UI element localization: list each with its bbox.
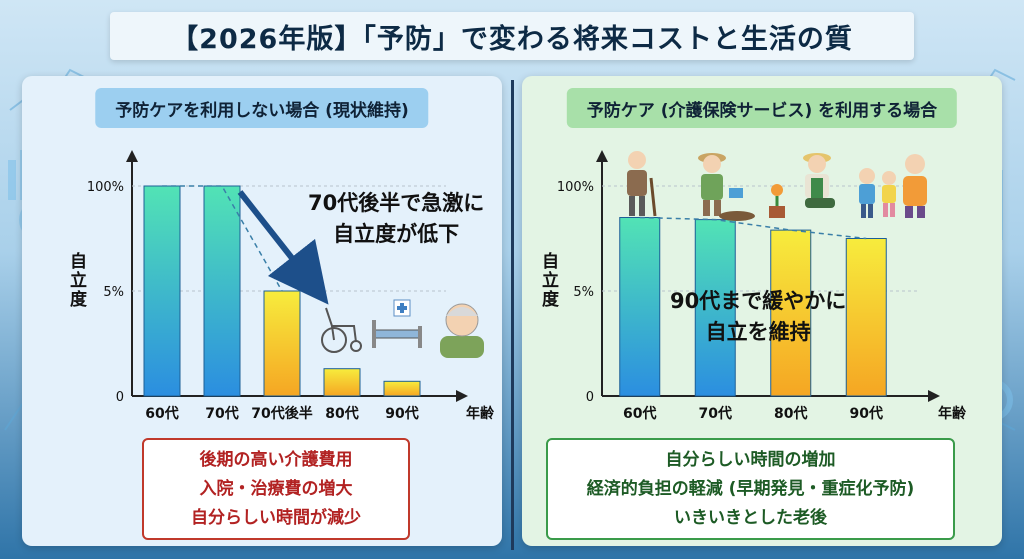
right-trend-line	[639, 216, 867, 240]
left-callout-line-2: 自立度が低下	[333, 222, 460, 246]
wheelchair-icon	[321, 307, 362, 353]
right-bar	[694, 219, 736, 397]
care-illustration	[321, 299, 484, 358]
left-summary-line-3: 自分らしい時間が減少	[191, 507, 361, 528]
left-y-axis-label: 自立度	[66, 252, 86, 309]
right-summary-box: 自分らしい時間の増加 経済的負担の軽減 (早期発見・重症化予防) いきいきとした…	[546, 438, 955, 540]
left-x-tick-label: 70代	[205, 405, 238, 422]
left-y-axis-arrowhead	[126, 150, 138, 162]
active-seniors-illustration	[627, 151, 927, 221]
elderly-person-icon	[440, 303, 484, 358]
right-y-tick-label: 0	[586, 390, 594, 405]
panel-divider	[511, 80, 514, 550]
walking-elder-icon	[627, 151, 657, 217]
right-panel-with-prevention: 予防ケア (介護保険サービス) を利用する場合 自立度 0 5% 100% 60代 70…	[522, 76, 1002, 546]
right-bar	[619, 217, 661, 397]
left-trend-line	[162, 185, 283, 292]
left-bar-chart: 0 5% 100% 60代 70代 70代後半 80代 90代 年齢	[87, 150, 495, 422]
page-title: 【2026年版】「予防」で変わる将来コストと生活の質	[110, 12, 914, 60]
right-x-axis-arrowhead	[928, 390, 940, 402]
right-bar	[845, 238, 887, 397]
flower-pot-icon	[769, 184, 785, 218]
right-bar-chart: 0 5% 100% 60代 70代 80代 90代 年齢	[557, 150, 967, 422]
left-panel-no-prevention: 予防ケアを利用しない場合 (現状維持) 自立度 0 5% 100% 60代 70代 70代…	[22, 76, 502, 546]
left-bar	[203, 185, 241, 397]
right-callout-line-1: 90代まで緩やかに	[670, 289, 847, 313]
right-x-tick-label: 90代	[850, 405, 883, 422]
left-bar	[143, 185, 181, 397]
right-x-axis-label: 年齢	[938, 405, 967, 422]
left-x-axis-arrowhead	[456, 390, 468, 402]
right-summary-line-3: いきいきとした老後	[674, 507, 827, 528]
left-y-tick-label: 5%	[103, 285, 124, 300]
left-summary-box: 後期の高い介護費用 入院・治療費の増大 自分らしい時間が減少	[142, 438, 410, 540]
left-y-tick-label: 100%	[87, 180, 124, 195]
left-y-tick-label: 0	[116, 390, 124, 405]
right-y-tick-label: 100%	[557, 180, 594, 195]
right-x-tick-label: 60代	[623, 405, 656, 422]
right-summary-line-1: 自分らしい時間の増加	[665, 449, 836, 470]
hospital-bed-icon	[372, 299, 422, 348]
right-summary-line-2: 経済的負担の軽減 (早期発見・重症化予防)	[586, 478, 915, 499]
right-y-axis-arrowhead	[596, 150, 608, 162]
gardening-elder-icon	[698, 153, 755, 221]
left-x-axis-label: 年齢	[466, 405, 495, 422]
left-summary-line-2: 入院・治療費の増大	[199, 478, 353, 499]
left-callout-line-1: 70代後半で急激に	[308, 191, 485, 215]
left-bar	[263, 290, 301, 397]
family-icon	[859, 154, 927, 218]
left-x-tick-label: 90代	[385, 405, 418, 422]
left-summary-line-1: 後期の高い介護費用	[199, 449, 353, 470]
right-x-tick-label: 80代	[774, 405, 807, 422]
right-y-tick-label: 5%	[573, 285, 594, 300]
right-callout: 90代まで緩やかに 自立を維持	[670, 286, 846, 348]
right-callout-line-2: 自立を維持	[705, 320, 811, 344]
right-bar	[770, 229, 812, 397]
left-x-tick-label: 70代後半	[251, 405, 312, 422]
left-panel-header: 予防ケアを利用しない場合 (現状維持)	[95, 88, 429, 128]
kneeling-gardener-icon	[803, 153, 835, 208]
right-panel-header: 予防ケア (介護保険サービス) を利用する場合	[566, 88, 958, 128]
right-x-tick-label: 70代	[699, 405, 732, 422]
right-y-axis-label: 自立度	[538, 252, 558, 309]
left-bar	[383, 380, 421, 397]
left-callout: 70代後半で急激に 自立度が低下	[308, 188, 484, 250]
left-x-tick-label: 80代	[325, 405, 358, 422]
left-decline-arrow	[237, 190, 329, 305]
left-x-tick-label: 60代	[145, 405, 178, 422]
left-bar	[323, 368, 361, 397]
